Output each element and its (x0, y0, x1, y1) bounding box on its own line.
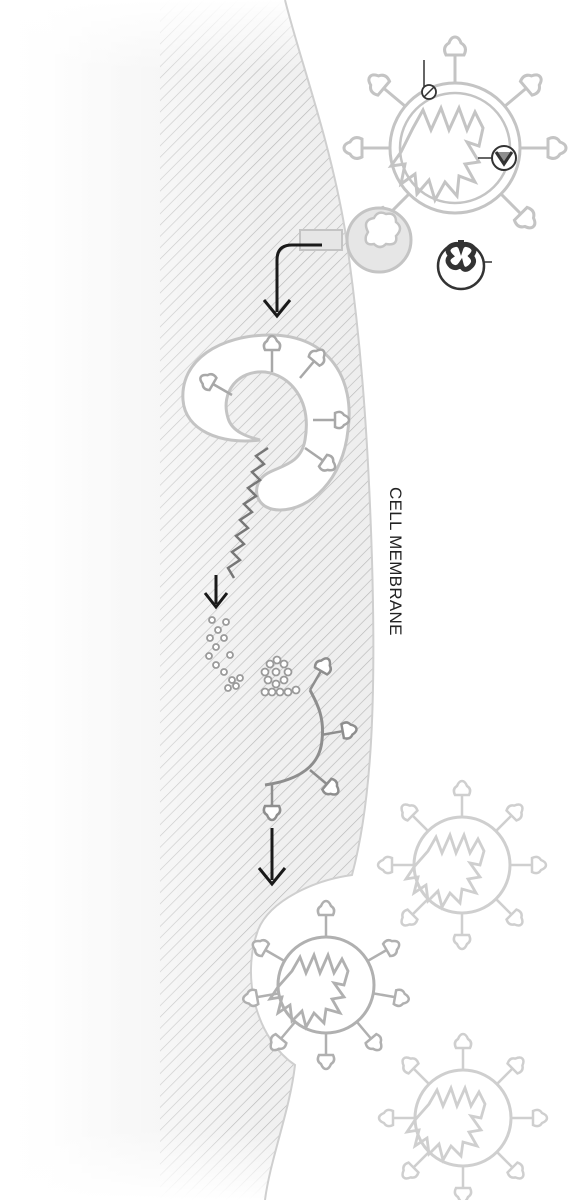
cell-membrane-label: CELL MEMBRANE (386, 487, 405, 636)
released-virus-icon (376, 779, 548, 951)
cell-membrane-outline (250, 0, 375, 1200)
protein-chain-icon (205, 616, 244, 692)
endosome-icon (181, 333, 351, 512)
release-arrow (257, 828, 287, 887)
budding-virus-icon (240, 899, 412, 1071)
protein-assembly-beads (260, 655, 301, 697)
entry-arrow (262, 243, 322, 319)
translation-arrow (203, 575, 229, 610)
protein-assembly-icon (262, 653, 360, 822)
rna-release-icon (226, 446, 269, 579)
protein-marker-icons (421, 60, 517, 291)
released-virus-icon (377, 1032, 549, 1200)
